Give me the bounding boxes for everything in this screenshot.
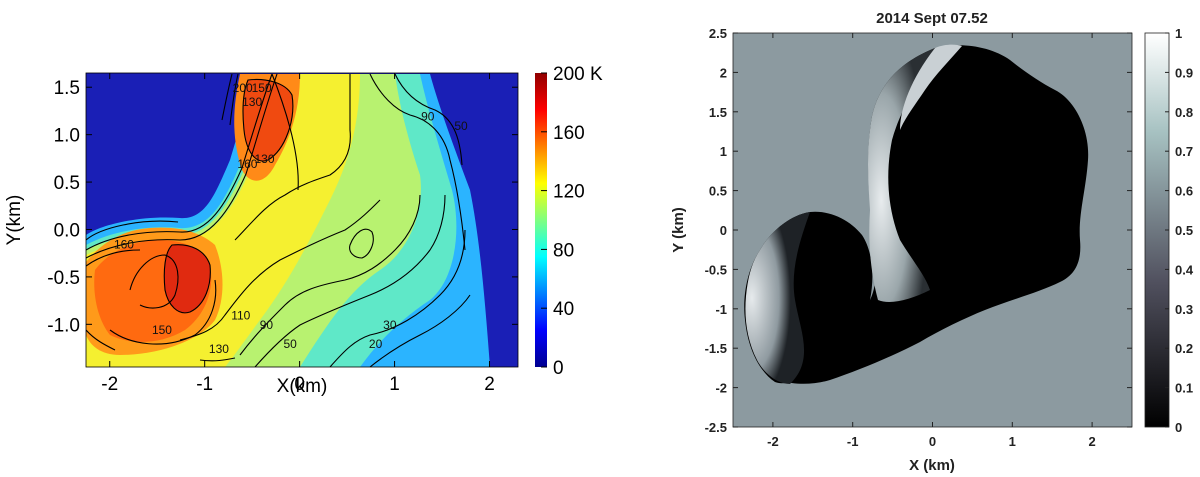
x-tick-label: 1 [1009,434,1016,449]
contour-label: 110 [231,309,250,323]
y-axis-label: Y(km) [4,195,25,246]
y-tick-label: 1 [720,144,727,159]
x-tick-label: 2 [484,374,495,395]
contour-label: 160 [114,237,134,251]
colorbar-tick-label: 0 [1175,420,1182,435]
x-tick-label: 0 [294,374,305,395]
contour-label: 30 [383,318,397,332]
colorbar-tick-label: 0.6 [1175,184,1193,199]
map-frame [85,72,519,368]
colorbar-tick-label: 0.7 [1175,144,1193,159]
colorbar-tick-label: 40 [553,299,574,320]
y-tick-label: 1.5 [709,105,727,120]
colorbar-tick-label: 0.4 [1175,262,1194,277]
y-tick-label: 2.5 [709,26,727,41]
contour-label: 130 [242,95,262,109]
contour-label: 90 [260,318,274,332]
colorbar-tick-label: 120 [553,182,585,203]
y-tick-label: -1 [715,302,727,317]
y-axis-ticks: 2.5 2 1.5 1 0.5 0 -0.5 -1 -1.5 -2 -2.5 [705,26,1132,435]
x-axis-label: X (km) [909,457,955,474]
contour-label: 160 [237,157,257,171]
y-tick-label: -0.5 [705,262,727,277]
y-tick-label: -0.5 [47,268,80,289]
contour-label: 50 [283,337,297,351]
contour-label: 150 [152,323,172,337]
temperature-colorbar [535,73,547,367]
colorbar-tick-label: 160 [553,123,585,144]
colorbar-tick-label: 0.8 [1175,105,1193,120]
y-tick-label: -1.0 [47,315,80,336]
x-tick-label: -2 [767,434,779,449]
x-tick-label: -2 [101,374,118,395]
x-tick-label: 2 [1088,434,1095,449]
colorbar-tick-label: 0.5 [1175,223,1193,238]
x-tick-label: -1 [847,434,859,449]
temperature-map-panel: 200130150160130905016015013011090503020 … [4,64,603,397]
y-axis-label: Y (km) [670,207,687,253]
contour-label: 130 [254,152,274,166]
colorbar-tick-label: 0.1 [1175,381,1193,396]
y-tick-label: -2.5 [705,420,727,435]
contour-label: 130 [209,342,229,356]
colorbar-tick-label: 0.9 [1175,65,1193,80]
x-axis-ticks: -2 -1 0 1 2 [767,33,1096,449]
y-tick-label: 1.5 [54,78,80,99]
contour-label: 50 [454,119,468,133]
y-tick-label: 0.0 [54,220,80,241]
colorbar-tick-label: 1 [1175,26,1182,41]
y-tick-label: 2 [720,65,727,80]
y-tick-label: 0.5 [709,184,727,199]
illumination-map-panel: 2014 Sept 07.52 -2 -1 0 1 2 2.5 2 1.5 1 0.5 0 -0.5… [670,10,1194,474]
y-tick-label: -2 [715,381,727,396]
contour-label: 200 [233,81,253,95]
y-tick-label: -1.5 [705,341,727,356]
x-tick-label: 1 [389,374,400,395]
colorbar-tick-label: 0 [553,358,564,379]
contour-label: 150 [252,81,272,95]
colorbar-tick-label: 0.3 [1175,302,1193,317]
illumination-map [733,33,1132,427]
x-tick-label: -1 [196,374,213,395]
contour-label: 20 [369,337,383,351]
colorbar-tick-label: 0.2 [1175,341,1193,356]
x-axis-label: X(km) [277,376,328,397]
y-tick-label: 0.5 [54,173,80,194]
x-axis-ticks: -2 -1 0 1 2 [101,73,495,395]
colorbar-tick-label: 200 K [553,64,603,85]
chart-title: 2014 Sept 07.52 [876,10,988,27]
colorbar-ticks: 1 0.9 0.8 0.7 0.6 0.5 0.4 0.3 0.2 0.1 0 [1165,26,1194,435]
x-tick-label: 0 [929,434,936,449]
y-tick-label: 0 [720,223,727,238]
y-tick-label: 1.0 [54,126,80,147]
colorbar-tick-label: 80 [553,240,574,261]
contour-label: 90 [421,109,435,123]
y-axis-ticks: 1.5 1.0 0.5 0.0 -0.5 -1.0 [47,78,518,336]
colorbar-ticks: 200 K 160 120 80 40 0 [541,64,603,379]
